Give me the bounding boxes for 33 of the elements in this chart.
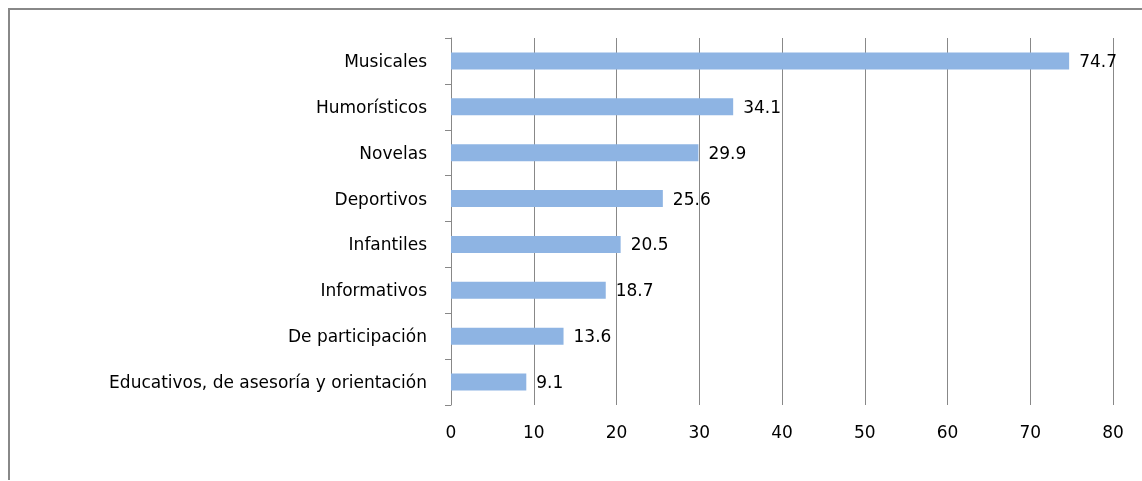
bar: [451, 235, 621, 253]
y-tick-label: Humorísticos: [315, 96, 428, 117]
y-tick-label: De participación: [287, 326, 427, 347]
bar: [451, 190, 663, 208]
bar: [451, 52, 1070, 70]
data-label: 25.6: [672, 188, 711, 209]
x-tick-label: 50: [853, 421, 876, 442]
x-tick-label: 20: [605, 421, 628, 442]
bar: [451, 327, 564, 345]
bar: [451, 281, 606, 299]
data-label: 74.7: [1079, 50, 1117, 71]
x-tick-label: 0: [445, 421, 457, 442]
y-tick-label: Musicales: [344, 50, 428, 71]
bar: [451, 373, 527, 391]
bar: [451, 98, 734, 116]
y-tick-label: Infantiles: [348, 234, 428, 255]
x-tick-label: 60: [936, 421, 959, 442]
data-label: 34.1: [743, 96, 782, 117]
bar: [451, 144, 699, 162]
data-label: 13.6: [573, 326, 612, 347]
y-tick-label: Deportivos: [334, 188, 428, 209]
data-label: 29.9: [708, 142, 747, 163]
y-tick-label: Educativos, de asesoría y orientación: [109, 372, 427, 393]
y-tick-label: Novelas: [359, 142, 428, 163]
data-label: 18.7: [615, 280, 654, 301]
x-tick-label: 40: [771, 421, 793, 442]
y-tick-label: Informativos: [320, 280, 428, 301]
data-label: 20.5: [630, 234, 669, 255]
x-tick-label: 70: [1019, 421, 1042, 442]
x-tick-label: 10: [522, 421, 545, 442]
data-label: 9.1: [536, 372, 564, 393]
x-tick-label: 80: [1102, 421, 1124, 442]
x-tick-label: 30: [688, 421, 711, 442]
